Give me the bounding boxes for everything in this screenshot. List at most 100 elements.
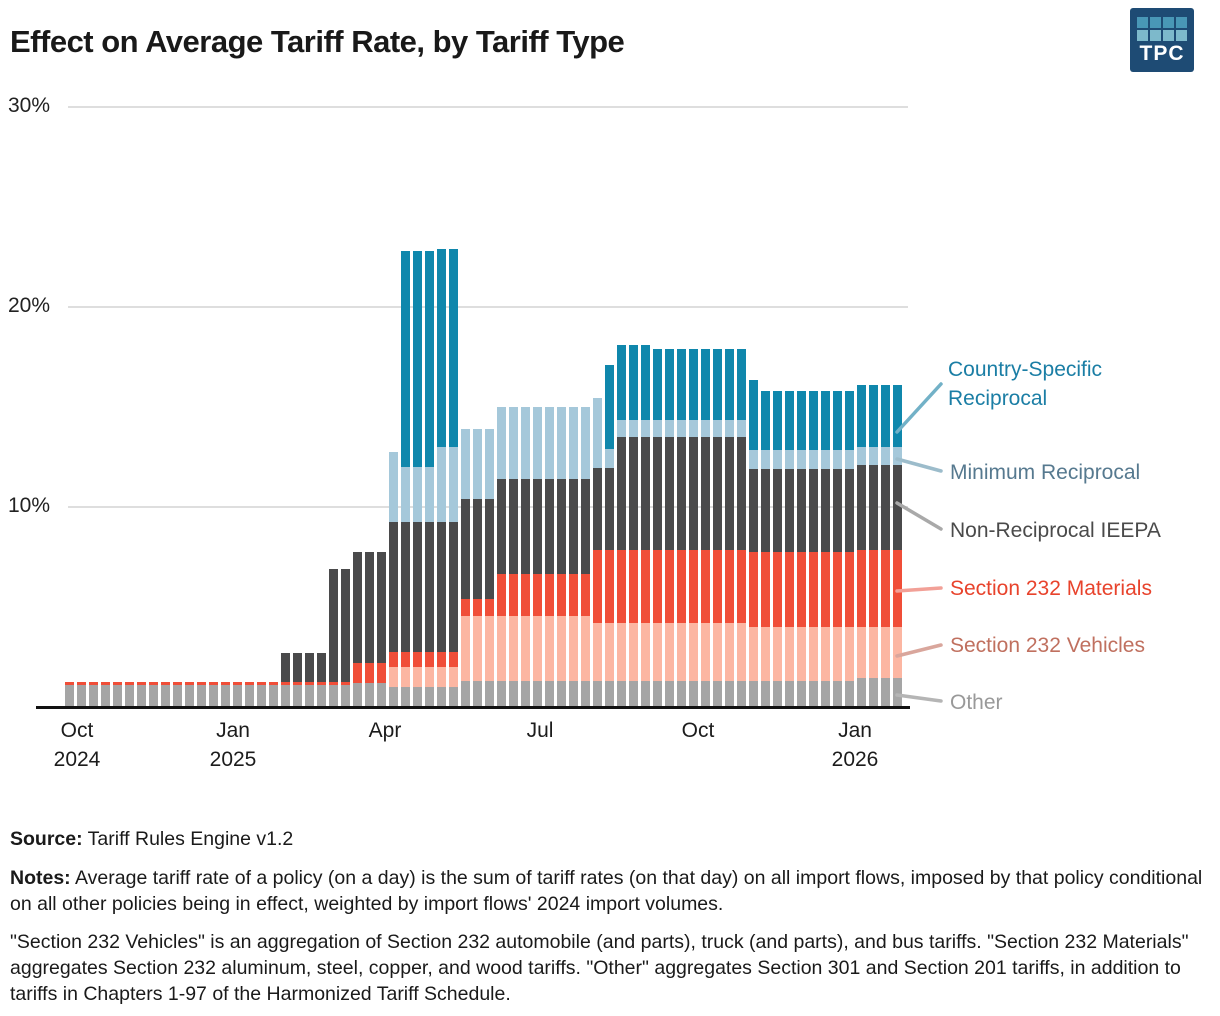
bar-week-58 [761, 391, 770, 707]
segment [545, 407, 554, 479]
segment [521, 574, 530, 616]
segment [713, 349, 722, 420]
segment [521, 681, 530, 707]
bar-week-45 [605, 365, 614, 707]
segment [413, 251, 422, 467]
segment [665, 681, 674, 707]
segment [533, 681, 542, 707]
bar-week-3 [101, 682, 110, 707]
segment [881, 550, 890, 627]
segment [593, 550, 602, 623]
segment [785, 552, 794, 627]
segment [713, 681, 722, 707]
segment [725, 550, 734, 623]
segment [365, 683, 374, 707]
segment [365, 663, 374, 683]
segment [641, 550, 650, 623]
bar-week-66 [857, 385, 866, 707]
segment [209, 685, 218, 707]
segment [737, 623, 746, 681]
segment [581, 479, 590, 574]
segment [545, 479, 554, 574]
segment [485, 499, 494, 599]
segment [785, 450, 794, 469]
segment [197, 685, 206, 707]
segment [821, 552, 830, 627]
legend-minimum-reciprocal: Minimum Reciprocal [950, 461, 1141, 484]
segment [281, 653, 290, 682]
segment [185, 685, 194, 707]
segment [425, 522, 434, 652]
bar-week-65 [845, 391, 854, 707]
source-label: Source: [10, 828, 83, 850]
segment [665, 550, 674, 623]
segment [269, 685, 278, 707]
segment [401, 652, 410, 667]
x-tick-oct: Oct [681, 719, 715, 742]
segment [857, 447, 866, 465]
gridline-20 [68, 306, 908, 308]
segment [305, 653, 314, 682]
segment [461, 681, 470, 707]
segment [569, 616, 578, 681]
segment [617, 345, 626, 420]
segment [569, 574, 578, 616]
segment [449, 447, 458, 522]
segment [809, 391, 818, 450]
bar-week-14 [233, 682, 242, 707]
segment [497, 681, 506, 707]
segment [857, 678, 866, 707]
segment [341, 682, 350, 685]
bar-week-44 [593, 398, 602, 707]
segment [413, 667, 422, 687]
x-tick-jan-2025: Jan 2025 [209, 719, 257, 772]
bar-week-52 [689, 349, 698, 707]
segment [857, 627, 866, 678]
segment [857, 550, 866, 627]
segment [773, 450, 782, 469]
segment [221, 685, 230, 707]
segment [605, 365, 614, 449]
segment [209, 682, 218, 685]
bar-week-10 [185, 682, 194, 707]
segment [725, 623, 734, 681]
segment [233, 685, 242, 707]
bar-week-21 [317, 653, 326, 707]
segment [689, 681, 698, 707]
segment [77, 685, 86, 707]
y-tick-30: 30% [8, 94, 51, 117]
segment [113, 685, 122, 707]
segment [329, 685, 338, 707]
bar-week-28 [401, 251, 410, 707]
segment [629, 681, 638, 707]
segment [773, 469, 782, 552]
segment [821, 681, 830, 707]
segment [497, 574, 506, 616]
bar-week-31 [437, 249, 446, 707]
segment [677, 420, 686, 437]
segment [557, 479, 566, 574]
segment [653, 349, 662, 420]
segment [593, 623, 602, 681]
segment [185, 682, 194, 685]
segment [893, 385, 902, 447]
legend-country-specific-reciprocal: Country-Specific Reciprocal [948, 358, 1103, 410]
segment [761, 681, 770, 707]
segment [785, 627, 794, 681]
segment [701, 349, 710, 420]
segment [521, 407, 530, 479]
segment [413, 687, 422, 707]
segment [497, 407, 506, 479]
segment [893, 550, 902, 627]
segment [617, 623, 626, 681]
segment [701, 623, 710, 681]
bar-week-4 [113, 682, 122, 707]
segment [89, 685, 98, 707]
segment [233, 682, 242, 685]
segment [725, 681, 734, 707]
bar-week-12 [209, 682, 218, 707]
segment [581, 616, 590, 681]
segment [341, 569, 350, 682]
tpc-logo-grid-icon [1137, 17, 1187, 41]
bar-week-0 [65, 682, 74, 707]
